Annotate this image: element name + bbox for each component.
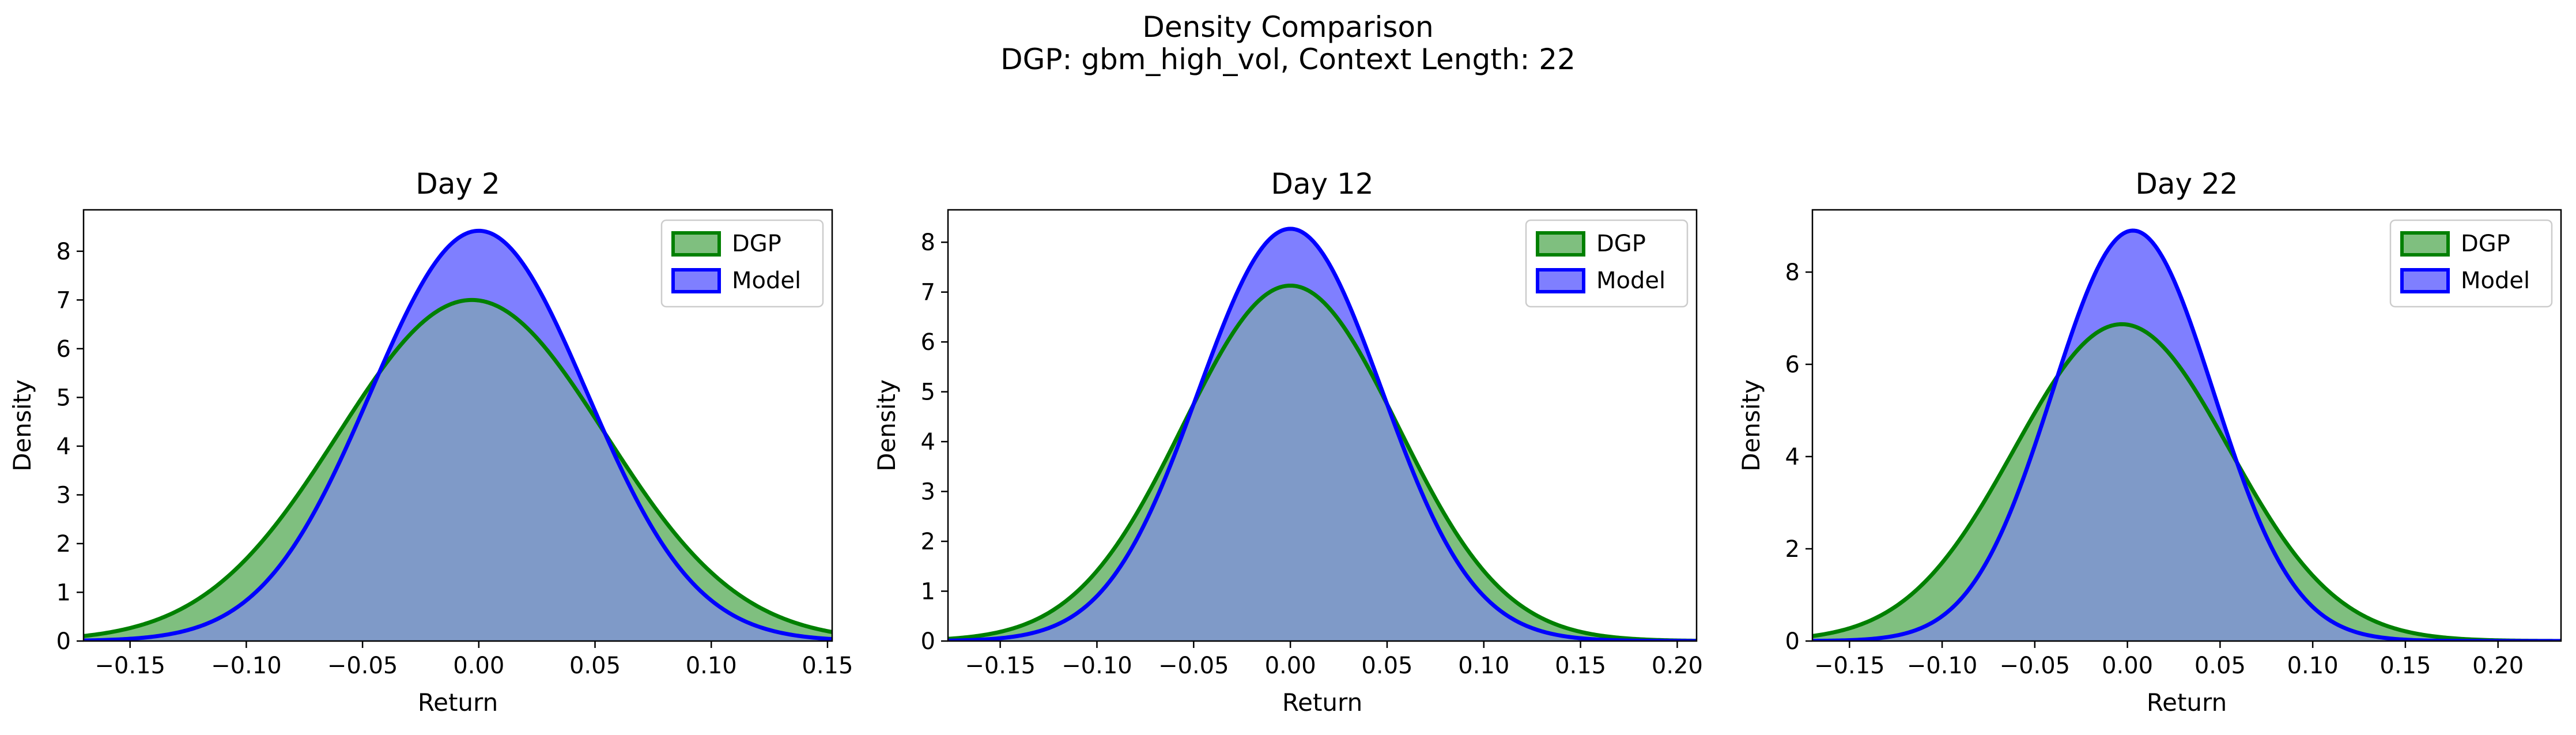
x-tick-label: −0.15	[965, 653, 1036, 679]
subplot-title: Day 12	[1271, 167, 1373, 201]
x-tick-label: 0.00	[2102, 653, 2153, 679]
x-tick-label: 0.10	[1458, 653, 1509, 679]
y-tick-label: 2	[56, 531, 71, 557]
x-tick-label: −0.10	[1907, 653, 1978, 679]
legend-label-dgp: DGP	[732, 231, 781, 257]
legend-label-dgp: DGP	[1596, 231, 1646, 257]
y-tick-label: 0	[1785, 628, 1800, 655]
y-tick-label: 4	[1785, 444, 1800, 470]
chart-2: −0.15 −0.10 −0.05 0.00 0.05 0.10 0.15 0.20 0 1 2 3 4…	[872, 167, 1703, 717]
y-axis-label: Density	[1737, 379, 1765, 472]
x-tick-label: 0.00	[453, 653, 504, 679]
y-tick-label: 2	[1785, 536, 1800, 563]
y-tick-label: 7	[921, 280, 935, 306]
x-tick-label: −0.05	[1158, 653, 1229, 679]
x-tick-label: −0.10	[1062, 653, 1132, 679]
x-tick-label: 0.00	[1265, 653, 1316, 679]
legend-swatch-model	[671, 268, 721, 293]
y-tick-label: 1	[56, 579, 71, 606]
y-tick-label: 6	[921, 329, 935, 356]
legend-label-dgp: DGP	[2461, 231, 2510, 257]
x-tick-label: −0.15	[95, 653, 165, 679]
subplot-title: Day 22	[2135, 167, 2238, 201]
chart-2-overlap-fill	[948, 285, 1697, 641]
y-tick-label: 4	[56, 434, 71, 460]
x-tick-label: −0.05	[327, 653, 398, 679]
legend-swatch-model	[1536, 268, 1585, 293]
x-tick-label: 0.20	[2472, 653, 2524, 679]
chart-2-legend: DGP Model	[1525, 219, 1689, 308]
x-tick-label: 0.05	[2194, 653, 2246, 679]
y-tick-label: 0	[56, 628, 71, 655]
x-tick-label: −0.05	[2000, 653, 2071, 679]
y-tick-label: 3	[56, 482, 71, 508]
chart-2-series-group	[948, 227, 1697, 641]
x-tick-label: 0.15	[1555, 653, 1606, 679]
x-axis-label: Return	[2147, 688, 2227, 717]
chart-3: −0.15 −0.10 −0.05 0.00 0.05 0.10 0.15 0.20 0 2 4 6 8…	[1737, 167, 2562, 717]
legend-swatch-model	[2400, 268, 2450, 293]
x-tick-label: 0.10	[686, 653, 737, 679]
x-tick-label: 0.15	[2379, 653, 2431, 679]
x-axis-label: Return	[1282, 688, 1362, 717]
chart-1-series-group	[84, 228, 832, 641]
chart-1: −0.15 −0.10 −0.05 0.00 0.05 0.10 0.15 0 1 2 3 4 5 6 7 8…	[8, 167, 853, 717]
x-tick-label: 0.15	[802, 653, 853, 679]
x-tick-label: 0.05	[1361, 653, 1412, 679]
chart-3-legend: DGP Model	[2389, 219, 2553, 308]
y-tick-label: 6	[1785, 352, 1800, 378]
chart-3-frame	[1811, 209, 2562, 642]
y-tick-label: 8	[1785, 259, 1800, 286]
series-dgp-line	[948, 283, 1697, 641]
series-dgp-line	[84, 297, 832, 638]
x-tick-label: 0.05	[569, 653, 621, 679]
x-tick-label: −0.15	[1814, 653, 1885, 679]
y-axis-label: Density	[8, 379, 36, 472]
chart-1-frame	[82, 209, 833, 642]
series-model-line	[84, 228, 832, 641]
chart-2-frame	[947, 209, 1698, 642]
y-tick-label: 4	[921, 429, 935, 455]
x-tick-label: −0.10	[211, 653, 282, 679]
y-tick-label: 8	[921, 229, 935, 256]
x-axis-label: Return	[418, 688, 498, 717]
legend-swatch-dgp	[1536, 231, 1585, 257]
x-tick-label: 0.20	[1652, 653, 1703, 679]
y-tick-label: 6	[56, 336, 71, 363]
y-tick-label: 3	[921, 479, 935, 506]
legend-label-model: Model	[2461, 267, 2530, 294]
chart-3-overlap-fill	[1812, 324, 2561, 641]
series-model-line	[948, 227, 1697, 641]
subplot-title: Day 2	[416, 167, 500, 201]
x-tick-label: 0.10	[2287, 653, 2339, 679]
figure-subtitle: DGP: gbm_high_vol, Context Length: 22	[1000, 43, 1576, 76]
y-tick-label: 5	[56, 385, 71, 411]
chart-1-overlap-fill	[84, 300, 832, 641]
y-tick-label: 0	[921, 628, 935, 655]
legend-label-model: Model	[732, 267, 801, 294]
legend-label-model: Model	[1596, 267, 1665, 294]
y-tick-label: 5	[921, 379, 935, 406]
chart-1-legend: DGP Model	[660, 219, 824, 308]
figure-title: Density Comparison	[1142, 10, 1434, 44]
y-axis-label: Density	[872, 379, 901, 472]
y-tick-label: 7	[56, 287, 71, 314]
y-tick-label: 1	[921, 579, 935, 605]
series-dgp-line	[1812, 322, 2561, 641]
y-tick-label: 8	[56, 239, 71, 265]
legend-swatch-dgp	[671, 231, 721, 257]
legend-swatch-dgp	[2400, 231, 2450, 257]
y-tick-label: 2	[921, 529, 935, 555]
